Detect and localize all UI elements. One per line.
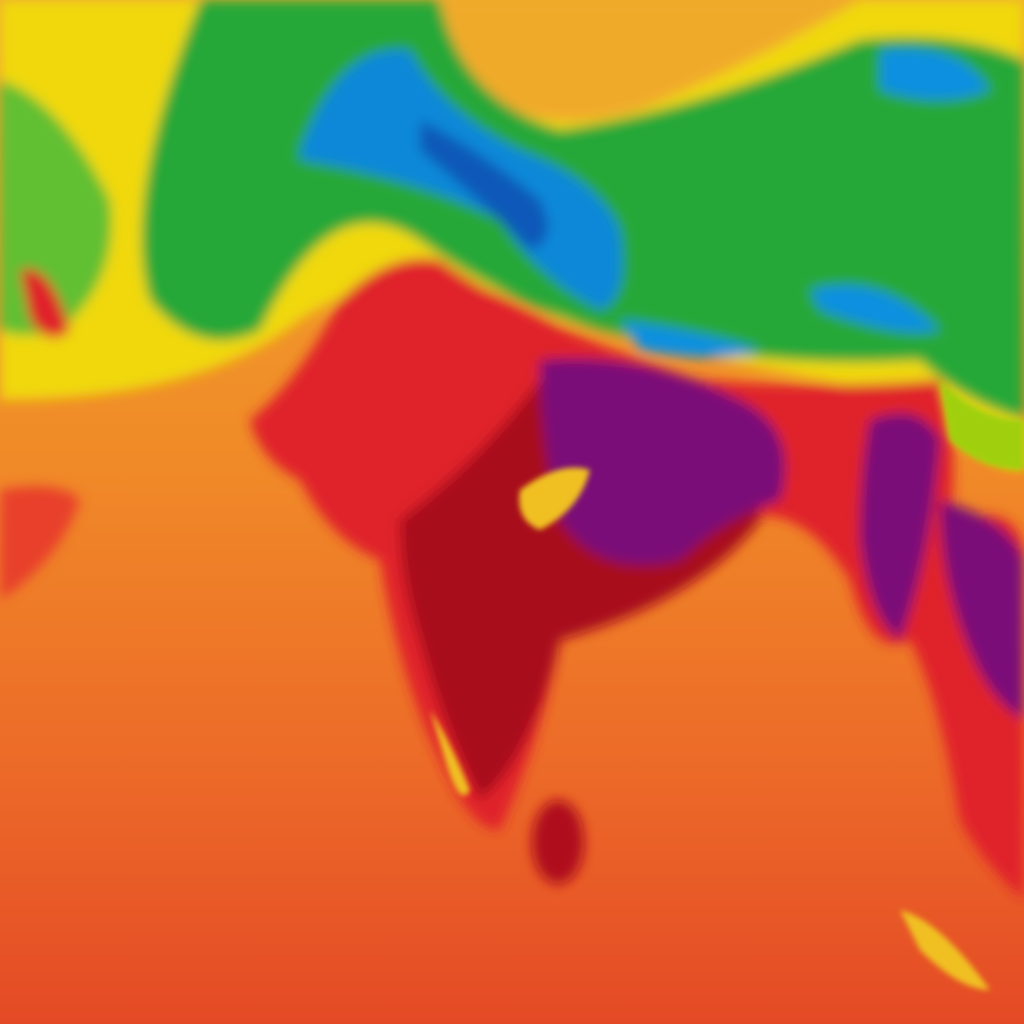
region-gangetic-purple xyxy=(540,358,785,565)
region-srilanka xyxy=(532,800,584,884)
region-deccan-yellow-patch xyxy=(519,467,590,530)
region-tibet-blue xyxy=(810,285,940,333)
region-ridge-darkblue xyxy=(420,120,548,250)
region-kunlun-blue xyxy=(880,48,990,100)
region-tibet-green-edge xyxy=(940,380,1024,470)
region-burma-purple xyxy=(860,413,940,640)
region-sumatra-yellow xyxy=(900,910,990,990)
region-ghats-yellow xyxy=(430,710,470,796)
region-west-red-patch xyxy=(20,268,70,338)
region-arabia-red xyxy=(0,486,80,600)
region-thailand-purple xyxy=(940,500,1024,720)
region-tarim-orange xyxy=(438,0,860,122)
region-east-blue xyxy=(620,320,760,358)
